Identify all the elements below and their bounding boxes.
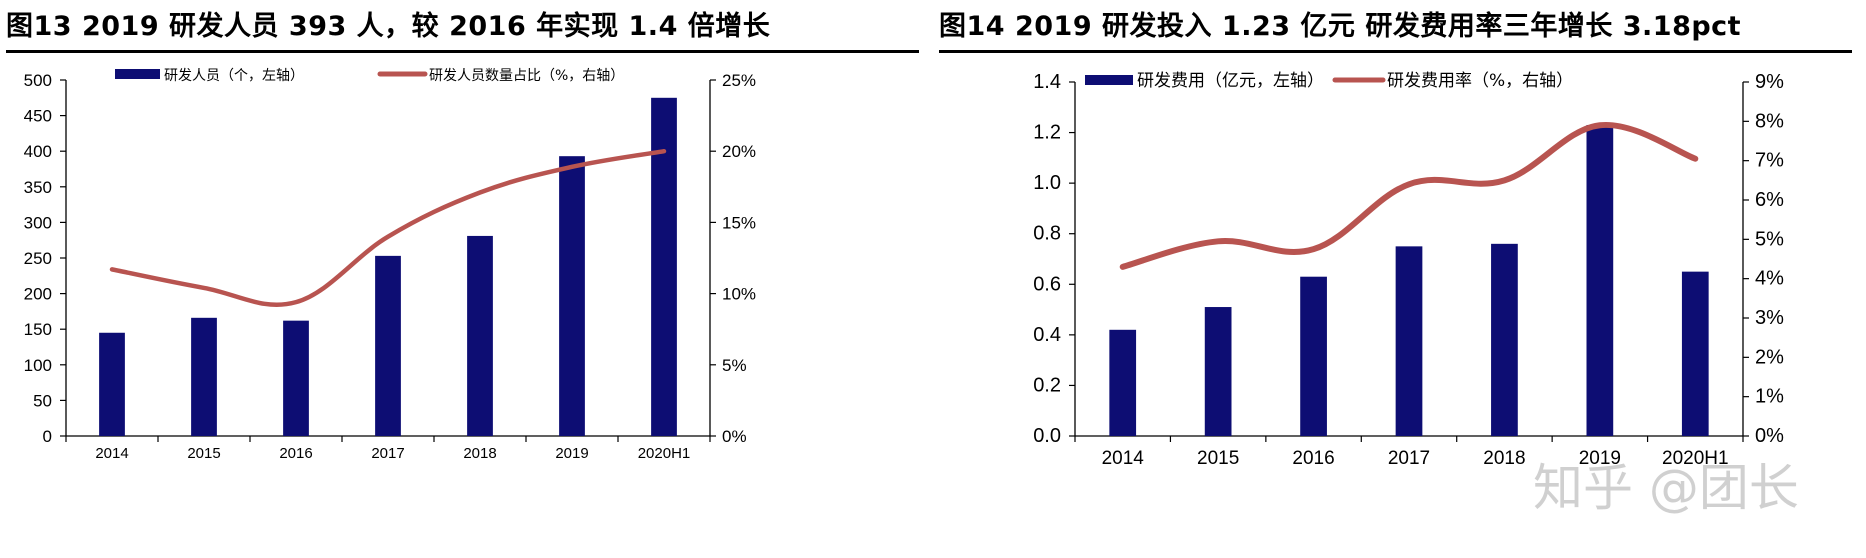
right-tick-label: 5% [722, 356, 747, 375]
x-tick-label: 2017 [371, 445, 404, 462]
bar [467, 235, 493, 436]
bar [191, 317, 217, 436]
bar [1586, 124, 1614, 436]
bar [375, 255, 401, 436]
chart-svg-right: 0.0 0.2 0.4 0.6 0.8 1.0 1.2 1.4 0% 1% 2% 3% 4% 5% 6% 7%… [1033, 71, 1784, 469]
bar [1204, 307, 1232, 436]
left-tick-label: 1.2 [1033, 122, 1061, 144]
legend-label-line: 研发人员数量占比（%，右轴） [429, 68, 624, 84]
title-divider [6, 50, 919, 53]
bar [1681, 271, 1709, 436]
bar [651, 97, 677, 437]
left-tick-label: 0.6 [1033, 273, 1061, 295]
left-tick-label: 0.2 [1033, 374, 1061, 396]
left-tick-label: 250 [24, 249, 52, 268]
bar [1300, 276, 1327, 436]
watermark: 知乎 @团长 [1533, 459, 1799, 517]
x-tick-label: 2017 [1388, 448, 1430, 469]
left-tick-label: 0 [43, 427, 52, 446]
right-tick-label: 5% [1755, 228, 1784, 250]
left-tick-label: 300 [24, 213, 52, 232]
right-tick-label: 0% [1755, 425, 1784, 447]
chart-panel-right: 图14 2019 研发投入 1.23 亿元 研发费用率三年增长 3.18pct … [933, 0, 1866, 558]
right-tick-label: 20% [722, 142, 756, 161]
right-tick-label: 0% [722, 427, 747, 446]
left-tick-label: 0.8 [1033, 223, 1061, 245]
legend-swatch-bar [1085, 75, 1133, 85]
right-tick-label: 9% [1755, 71, 1784, 93]
x-tick-label: 2015 [1197, 448, 1239, 469]
x-tick-label: 2018 [463, 445, 496, 462]
bar [99, 332, 125, 436]
title-divider [939, 50, 1852, 53]
right-tick-label: 25% [722, 71, 756, 90]
left-tick-label: 0.4 [1033, 324, 1061, 346]
panel-title: 图13 2019 研发人员 393 人，较 2016 年实现 1.4 倍增长 [6, 11, 771, 42]
legend-swatch-bar [115, 69, 160, 79]
right-tick-label: 3% [1755, 307, 1784, 329]
x-tick-label: 2014 [95, 445, 128, 462]
x-tick-label: 2014 [1102, 448, 1145, 469]
right-tick-label: 6% [1755, 189, 1784, 211]
right-tick-label: 4% [1755, 268, 1784, 290]
right-tick-label: 1% [1755, 386, 1784, 408]
chart-panel-left: 图13 2019 研发人员 393 人，较 2016 年实现 1.4 倍增长 0… [6, 11, 919, 462]
legend-label-bar: 研发人员（个，左轴） [164, 68, 304, 84]
bar [1395, 246, 1423, 436]
x-tick-label: 2020H1 [1662, 448, 1729, 469]
x-tick-label: 2016 [279, 445, 312, 462]
left-tick-label: 1.4 [1033, 71, 1061, 93]
panel-title: 图14 2019 研发投入 1.23 亿元 研发费用率三年增长 3.18pct [939, 11, 1742, 42]
left-tick-label: 500 [24, 71, 52, 90]
x-tick-label: 2020H1 [638, 445, 691, 462]
x-tick-label: 2019 [1579, 448, 1621, 469]
right-tick-label: 8% [1755, 110, 1784, 132]
x-tick-label: 2018 [1483, 448, 1525, 469]
right-tick-label: 10% [722, 285, 756, 304]
left-tick-label: 50 [33, 391, 52, 410]
right-tick-label: 15% [722, 213, 756, 232]
legend-label-bar: 研发费用（亿元，左轴） [1137, 71, 1324, 91]
left-tick-label: 450 [24, 107, 52, 126]
left-tick-label: 150 [24, 320, 52, 339]
left-tick-label: 0.0 [1033, 425, 1061, 447]
x-tick-label: 2015 [187, 445, 220, 462]
right-tick-label: 2% [1755, 346, 1784, 368]
left-tick-label: 1.0 [1033, 172, 1061, 194]
legend-label-line: 研发费用率（%，右轴） [1387, 71, 1573, 91]
left-tick-label: 350 [24, 178, 52, 197]
bar [1109, 329, 1137, 436]
chart-svg-left: 0 50 100 150 200 250 300 350 400 450 500 0% 5% 10% 15%… [24, 68, 756, 462]
left-tick-label: 200 [24, 285, 52, 304]
left-tick-label: 400 [24, 142, 52, 161]
x-tick-label: 2019 [555, 445, 588, 462]
bar [1491, 243, 1518, 436]
left-tick-label: 100 [24, 356, 52, 375]
bar [283, 320, 309, 436]
x-tick-label: 2016 [1292, 448, 1334, 469]
bar [559, 156, 585, 436]
right-tick-label: 7% [1755, 150, 1784, 172]
